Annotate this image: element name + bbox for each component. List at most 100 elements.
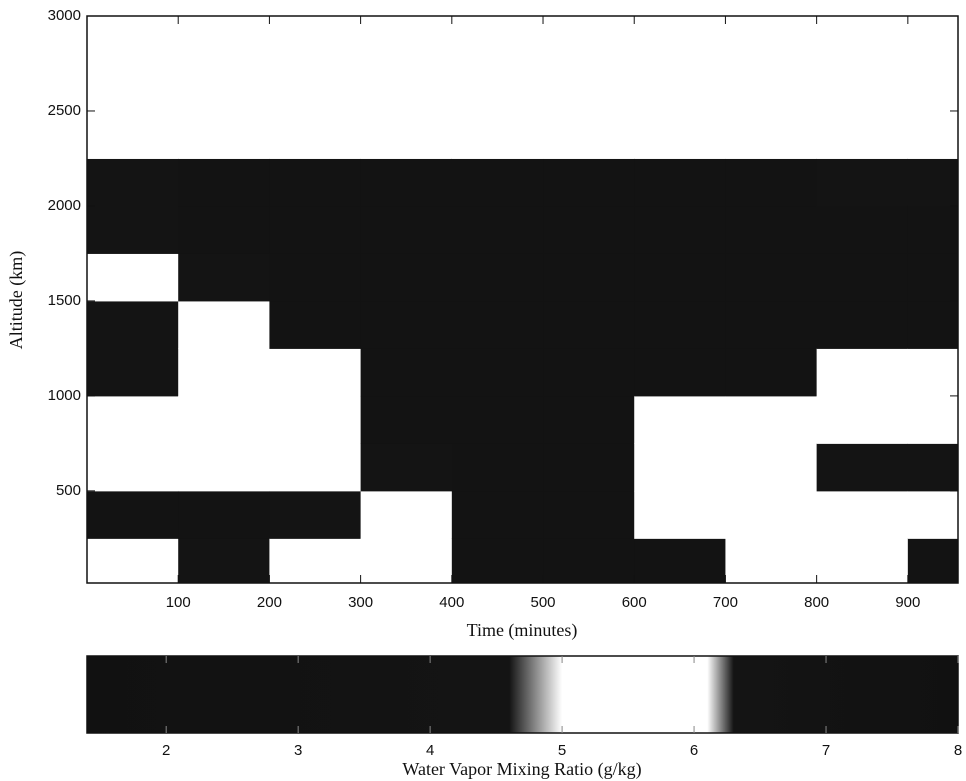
- heatmap-cell: [634, 348, 726, 397]
- heatmap-cell: [269, 348, 362, 397]
- x-tick-label: 600: [622, 594, 647, 611]
- heatmap-cell: [634, 253, 726, 302]
- heatmap-cell: [360, 348, 453, 397]
- heatmap-cell: [87, 253, 179, 302]
- heatmap-cell: [269, 538, 362, 584]
- colorbar-tick-label: 3: [294, 742, 302, 759]
- heatmap-cell: [178, 300, 270, 349]
- colorbar-label: Water Vapor Mixing Ratio (g/kg): [402, 759, 641, 780]
- heatmap-cell: [360, 16, 453, 112]
- heatmap-cell: [178, 253, 270, 302]
- heatmap-cell: [816, 348, 909, 397]
- heatmap-cell: [451, 253, 544, 302]
- heatmap-cell: [87, 205, 179, 254]
- heatmap-cell: [451, 205, 544, 254]
- heatmap-cell: [178, 158, 270, 207]
- heatmap-cell: [451, 110, 544, 159]
- heatmap-cell: [543, 443, 635, 492]
- heatmap-cell: [87, 490, 179, 539]
- heatmap-cell: [634, 538, 726, 584]
- heatmap-cell: [360, 300, 453, 349]
- y-tick-label: 2500: [48, 102, 81, 119]
- heatmap-cell: [634, 16, 726, 112]
- heatmap-cell: [725, 538, 818, 584]
- heatmap-cell: [178, 16, 270, 112]
- heatmap-cell: [178, 110, 270, 159]
- x-tick-label: 100: [166, 594, 191, 611]
- heatmap-cell: [87, 348, 179, 397]
- x-tick-label: 400: [439, 594, 464, 611]
- colorbar-tick-label: 8: [954, 742, 962, 759]
- heatmap-cell: [907, 110, 959, 159]
- heatmap-cell: [816, 158, 909, 207]
- heatmap-cell: [451, 490, 544, 539]
- heatmap-cell: [360, 395, 453, 444]
- x-tick-label: 300: [348, 594, 373, 611]
- y-tick-label: 1000: [48, 387, 81, 404]
- heatmap-cell: [816, 490, 909, 539]
- heatmap-cell: [269, 395, 362, 444]
- x-tick-label: 500: [531, 594, 556, 611]
- heatmap-cell: [725, 348, 818, 397]
- heatmap-cell: [269, 110, 362, 159]
- x-tick-label: 700: [713, 594, 738, 611]
- heatmap-cell: [451, 158, 544, 207]
- heatmap-cell: [269, 490, 362, 539]
- heatmap-cell: [634, 443, 726, 492]
- heatmap-cell: [178, 205, 270, 254]
- heatmap-cell: [725, 158, 818, 207]
- heatmap-cell: [87, 443, 179, 492]
- heatmap-cell: [87, 300, 179, 349]
- heatmap-cell: [634, 158, 726, 207]
- heatmap-cell: [725, 110, 818, 159]
- heatmap-cell: [543, 253, 635, 302]
- y-axis-label: Altitude (km): [6, 251, 27, 349]
- x-tick-label: 900: [895, 594, 920, 611]
- heatmap-cell: [269, 443, 362, 492]
- heatmap-cell: [451, 395, 544, 444]
- heatmap-cell: [360, 490, 453, 539]
- y-tick-label: 2000: [48, 197, 81, 214]
- heatmap-cell: [816, 300, 909, 349]
- heatmap-cell: [907, 348, 959, 397]
- heatmap-cell: [178, 443, 270, 492]
- heatmap-cell: [451, 300, 544, 349]
- heatmap-cell: [87, 538, 179, 584]
- heatmap-cell: [178, 395, 270, 444]
- heatmap-cell: [543, 395, 635, 444]
- heatmap-cell: [907, 16, 959, 112]
- heatmap-cell: [634, 395, 726, 444]
- heatmap-cell: [543, 348, 635, 397]
- heatmap-cell: [907, 538, 959, 584]
- heatmap-cell: [907, 300, 959, 349]
- heatmap-cell: [725, 253, 818, 302]
- x-tick-label: 200: [257, 594, 282, 611]
- heatmap-cell: [543, 490, 635, 539]
- heatmap-cell: [725, 490, 818, 539]
- heatmap-cell: [816, 205, 909, 254]
- heatmap-cell: [360, 110, 453, 159]
- heatmap-cell: [360, 253, 453, 302]
- heatmap-cell: [543, 205, 635, 254]
- heatmap-cell: [451, 16, 544, 112]
- heatmap-cell: [178, 538, 270, 584]
- colorbar-tick-label: 6: [690, 742, 698, 759]
- heatmap-cell: [725, 300, 818, 349]
- heatmap-cell: [634, 205, 726, 254]
- heatmap-cell: [907, 395, 959, 444]
- heatmap-cell: [816, 443, 909, 492]
- heatmap-cell: [907, 443, 959, 492]
- heatmap-cell: [816, 110, 909, 159]
- x-axis-label: Time (minutes): [467, 620, 578, 641]
- heatmap-cell: [269, 16, 362, 112]
- heatmap-cell: [543, 16, 635, 112]
- heatmap-cell: [816, 16, 909, 112]
- colorbar-tick-label: 7: [822, 742, 830, 759]
- colorbar-tick-label: 2: [162, 742, 170, 759]
- heatmap-cell: [907, 490, 959, 539]
- heatmap-cell: [269, 300, 362, 349]
- heatmap-cell: [269, 205, 362, 254]
- plot-frame: [86, 15, 959, 584]
- heatmap-cell: [451, 538, 544, 584]
